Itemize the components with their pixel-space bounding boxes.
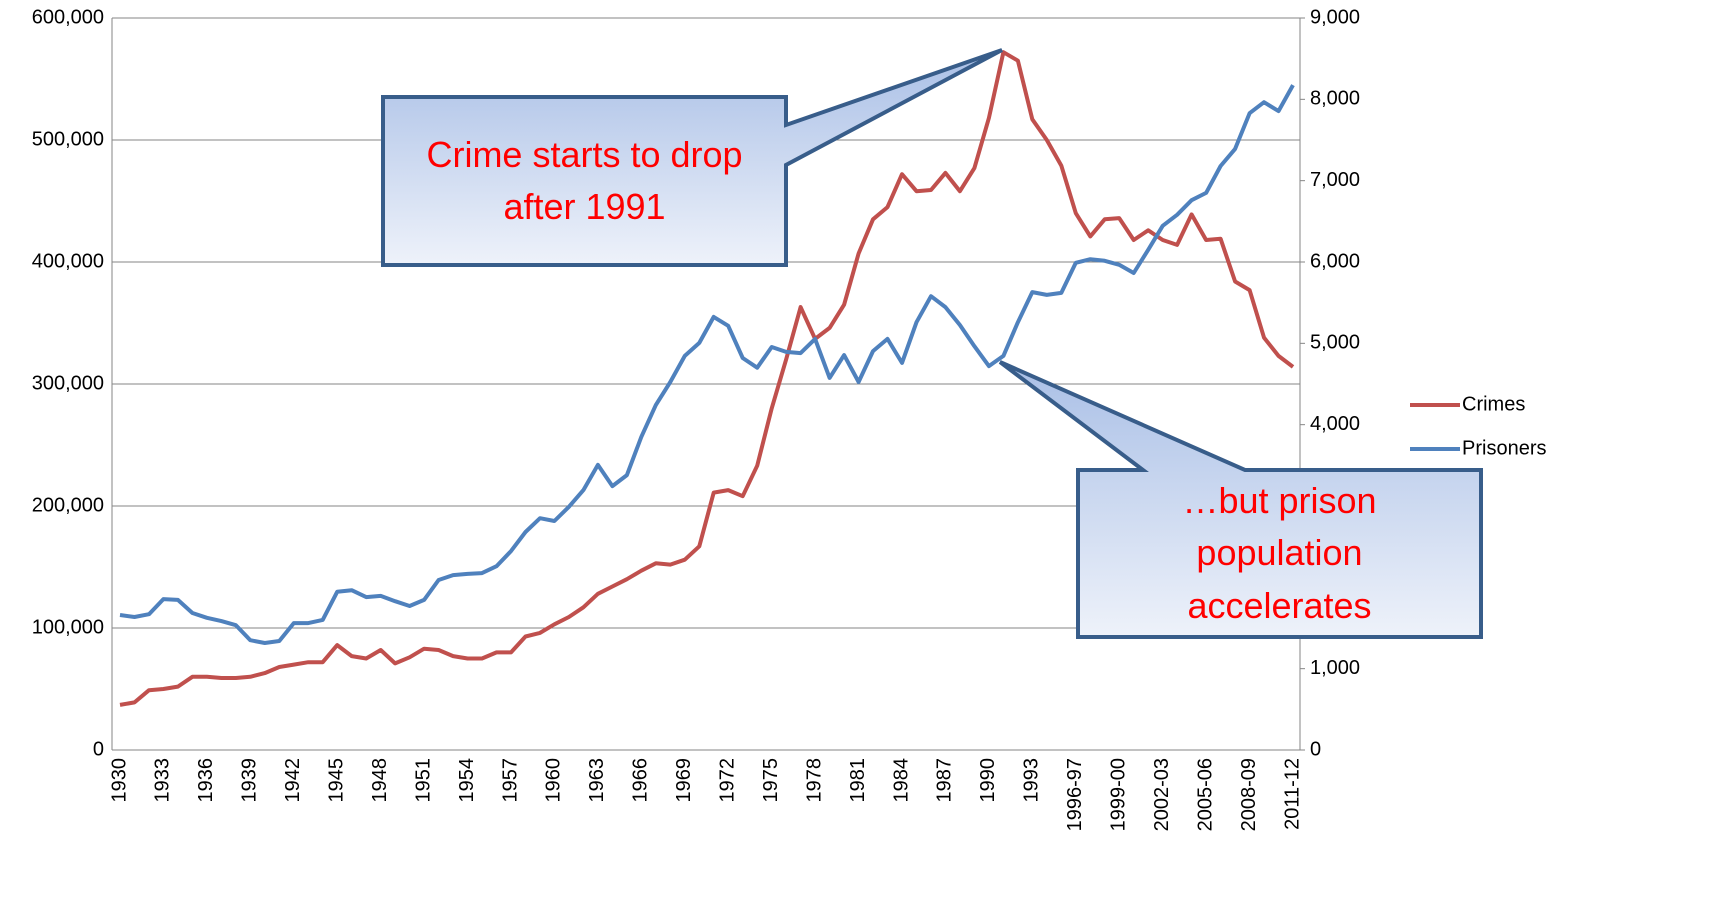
y2-tick-label: 9,000 [1310, 6, 1360, 28]
x-tick-label: 1999-00 [1108, 758, 1130, 831]
series-line [119, 84, 1295, 645]
x-tick-label: 1996-97 [1064, 758, 1086, 831]
y-tick-label: 300,000 [32, 372, 104, 394]
x-tick-label: 1972 [717, 758, 739, 803]
x-tick-label: 1969 [673, 758, 695, 803]
x-tick-label: 1963 [586, 758, 608, 803]
y2-tick-label: 4,000 [1310, 413, 1360, 435]
x-tick-label: 1930 [108, 758, 130, 803]
x-tick-label: 1993 [1021, 758, 1043, 803]
x-tick-label: 1951 [412, 758, 434, 803]
series-line [119, 50, 1295, 707]
x-tick-label: 1981 [847, 758, 869, 803]
x-tick-label: 2002-03 [1151, 758, 1173, 831]
y2-tick-label: 0 [1310, 738, 1321, 760]
y2-tick-label: 5,000 [1310, 332, 1360, 354]
x-tick-label: 1945 [326, 758, 348, 803]
callout-shape [998, 360, 1483, 639]
x-tick-label: 1984 [890, 758, 912, 803]
x-tick-label: 1957 [499, 758, 521, 803]
annotation: …but prison population accelerates [1182, 480, 1377, 626]
x-tick-label: 1966 [630, 758, 652, 803]
x-tick-label: 2005-06 [1194, 758, 1216, 831]
y2-tick-label: 1,000 [1310, 657, 1360, 679]
y-tick-label: 0 [93, 738, 104, 760]
y-tick-label: 100,000 [32, 616, 104, 638]
y2-tick-label: 8,000 [1310, 88, 1360, 110]
y-tick-label: 200,000 [32, 494, 104, 516]
x-tick-label: 1978 [803, 758, 825, 803]
x-tick-label: 1942 [282, 758, 304, 803]
x-tick-label: 2008-09 [1238, 758, 1260, 831]
legend-label: Prisoners [1462, 437, 1546, 459]
y2-tick-label: 6,000 [1310, 250, 1360, 272]
y-tick-label: 500,000 [32, 128, 104, 150]
x-tick-label: 1948 [369, 758, 391, 803]
x-tick-label: 1936 [195, 758, 217, 803]
annotation: Crime starts to drop after 1991 [426, 133, 743, 227]
x-tick-label: 1933 [152, 758, 174, 803]
x-tick-label: 1939 [239, 758, 261, 803]
y2-tick-label: 7,000 [1310, 169, 1360, 191]
y-tick-label: 600,000 [32, 6, 104, 28]
x-tick-label: 2011-12 [1281, 758, 1303, 830]
x-tick-label: 1975 [760, 758, 782, 803]
y-tick-label: 400,000 [32, 250, 104, 272]
legend-label: Crimes [1462, 393, 1525, 415]
x-tick-label: 1960 [543, 758, 565, 803]
x-tick-label: 1954 [456, 758, 478, 803]
x-tick-label: 1990 [977, 758, 999, 803]
callout-shape [381, 48, 1003, 267]
x-tick-label: 1987 [934, 758, 956, 803]
